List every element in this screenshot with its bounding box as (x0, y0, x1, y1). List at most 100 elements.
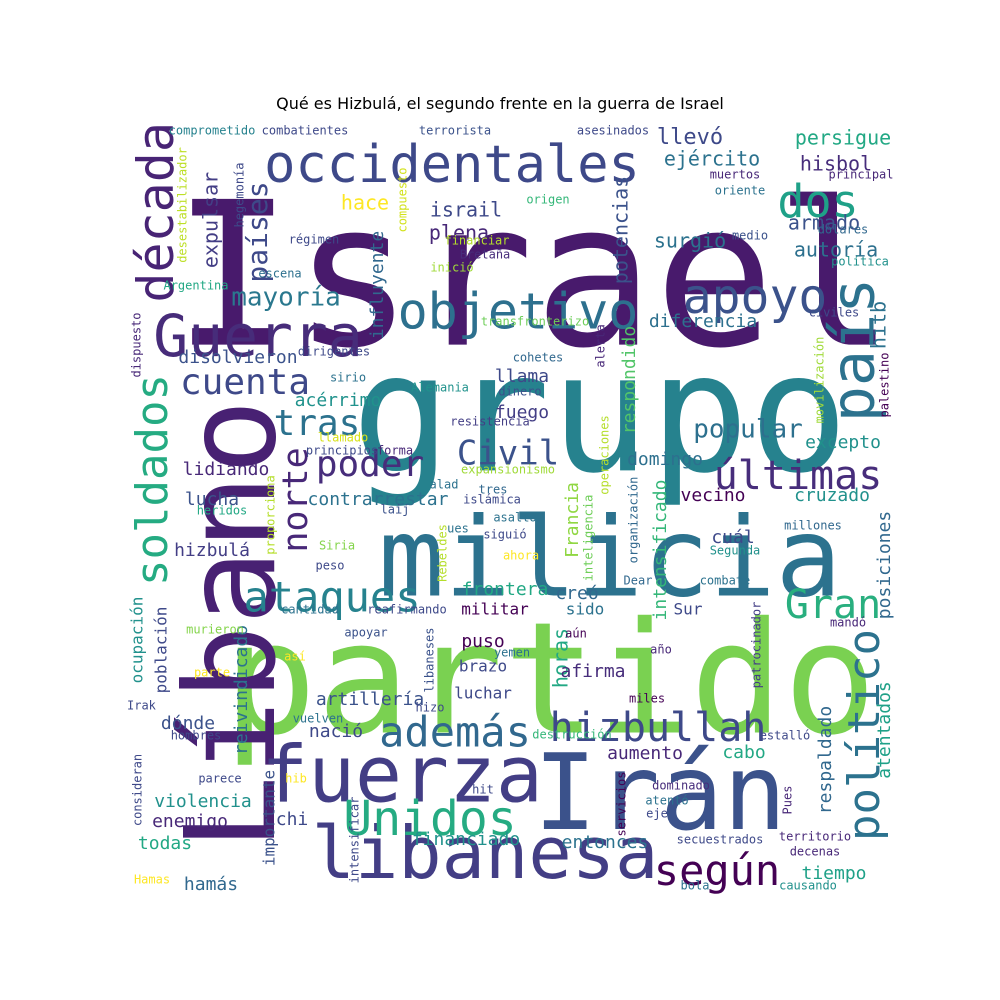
word-hombres: hombres (171, 729, 222, 743)
word-paises: países (241, 181, 274, 282)
word-dispuesto: dispuesto (130, 312, 144, 377)
word-yemen: yemen (494, 646, 530, 660)
word-destruccion: destrucción (532, 728, 611, 742)
word-ataques: ataques (243, 573, 420, 622)
word-hamas: Hamas (134, 873, 170, 887)
word-aun: aún (565, 627, 587, 641)
word-parece: parece (198, 772, 241, 786)
word-proporciona: proporciona (264, 475, 278, 554)
word-poblacion: población (152, 607, 171, 694)
word-patrocinador: patrocinador (750, 602, 764, 689)
word-tras: tras (274, 403, 361, 444)
word-transfronterizo: transfronterizo (481, 315, 589, 329)
word-frontera: frontera (462, 579, 549, 600)
word-combatientes: combatientes (262, 124, 349, 138)
word-expansionismo: expansionismo (461, 463, 555, 477)
word-afirma: afirma (560, 661, 625, 682)
word-ano: año (650, 643, 672, 657)
word-todas: todas (138, 833, 192, 854)
word-fuego: fuego (495, 402, 549, 423)
word-asalto: asalto (493, 511, 536, 525)
word-guerra: Guerra (153, 302, 363, 370)
word-importante: importante (260, 770, 279, 866)
word-brazo: brazo (459, 657, 507, 676)
word-llama: llama (495, 366, 549, 387)
word-hizbula: hizbulá (174, 540, 250, 561)
word-partido: partido (223, 588, 876, 769)
word-respondido: respondido (619, 326, 640, 434)
figure-title: Qué es Hizbulá, el segundo frente en la … (276, 94, 724, 113)
word-principios: principios (306, 444, 378, 458)
word-potencias: potencias (609, 176, 633, 284)
word-dolares: dólares (818, 223, 869, 237)
word-libanesa: libanesa (312, 811, 659, 895)
word-donde: dónde (161, 713, 215, 734)
word-islamica: islámica (463, 493, 521, 507)
word-rebeldes: Rebeldes (436, 524, 450, 582)
word-hisbol: hisbol (800, 152, 872, 176)
word-operaciones: operaciones (598, 415, 612, 494)
word-poder: poder (316, 444, 424, 485)
word-creo: creó (555, 583, 598, 604)
word-combate: combate (700, 574, 751, 588)
word-organizacion: organización (627, 477, 641, 564)
word-civiles: civiles (809, 306, 860, 320)
word-gran: Gran (785, 582, 881, 628)
word-ejercito: ejército (664, 147, 760, 171)
word-comprometido: comprometido (169, 124, 256, 138)
word-murieron: murieron (186, 623, 244, 637)
word-cantidad: cantidad (281, 603, 339, 617)
word-vuelven: vuelven (293, 712, 344, 726)
word-oriente: oriente (715, 184, 766, 198)
word-hegemonia: hegemonía (233, 162, 247, 227)
word-movilizacion: movilización (813, 337, 827, 424)
word-mayoria: mayoría (231, 283, 341, 313)
word-siguio: siguió (483, 528, 526, 542)
word-hizbullah: hizbullah (550, 705, 767, 751)
word-israil: israil (430, 198, 502, 222)
word-parte: parte (194, 666, 230, 680)
word-civil: Civil (457, 434, 559, 474)
word-cruzado: cruzado (794, 485, 870, 506)
word-pues: Pues (781, 786, 795, 815)
word-alad: alad (430, 478, 459, 492)
word-financiar: financiar (444, 234, 509, 248)
word-forma: forma (377, 444, 413, 458)
word-hizo: hizo (416, 701, 445, 715)
word-terrorista: terrorista (419, 124, 491, 138)
word-hitb: hitb (867, 301, 891, 349)
word-inicio: inició (430, 261, 473, 275)
word-muertos: muertos (710, 168, 761, 182)
word-dirigentes: dirigentes (298, 345, 370, 359)
word-apoyo: apoyo (683, 269, 828, 325)
word-desestabilizador: desestabilizador (176, 147, 190, 263)
word-domingo: domingo (627, 449, 703, 470)
word-plena: plena (429, 221, 489, 245)
word-nacio: nació (309, 721, 363, 742)
word-iran: Irán (534, 732, 787, 854)
word-atento: atentó (645, 794, 688, 808)
word-heridos: heridos (197, 504, 248, 518)
word-puso: puso (461, 631, 504, 652)
word-hib: hib (285, 772, 307, 786)
word-territorio: territorio (779, 830, 851, 844)
word-regimen: régimen (289, 233, 340, 247)
word-hace: hace (341, 191, 389, 215)
word-sirio: sirio (330, 371, 366, 385)
word-siria: Siria (319, 539, 355, 553)
word-libaneses: libaneses (423, 627, 437, 692)
word-luchar: luchar (454, 684, 512, 703)
word-grupo: grupo (352, 317, 849, 509)
word-armado: armado (788, 211, 860, 235)
word-persigue: persigue (795, 126, 891, 150)
word-segunda: Segunda (710, 544, 761, 558)
word-consideran: consideran (131, 754, 145, 826)
word-surgio: surgió (654, 229, 726, 253)
word-financiado: financiado (412, 829, 520, 850)
word-reivindicado: reivindicado (231, 625, 252, 755)
word-causando: causando (779, 879, 837, 893)
word-resistencia: resistencia (450, 415, 529, 429)
word-secuestrados: secuestrados (677, 833, 764, 847)
word-intensificado: intensificado (650, 480, 671, 621)
